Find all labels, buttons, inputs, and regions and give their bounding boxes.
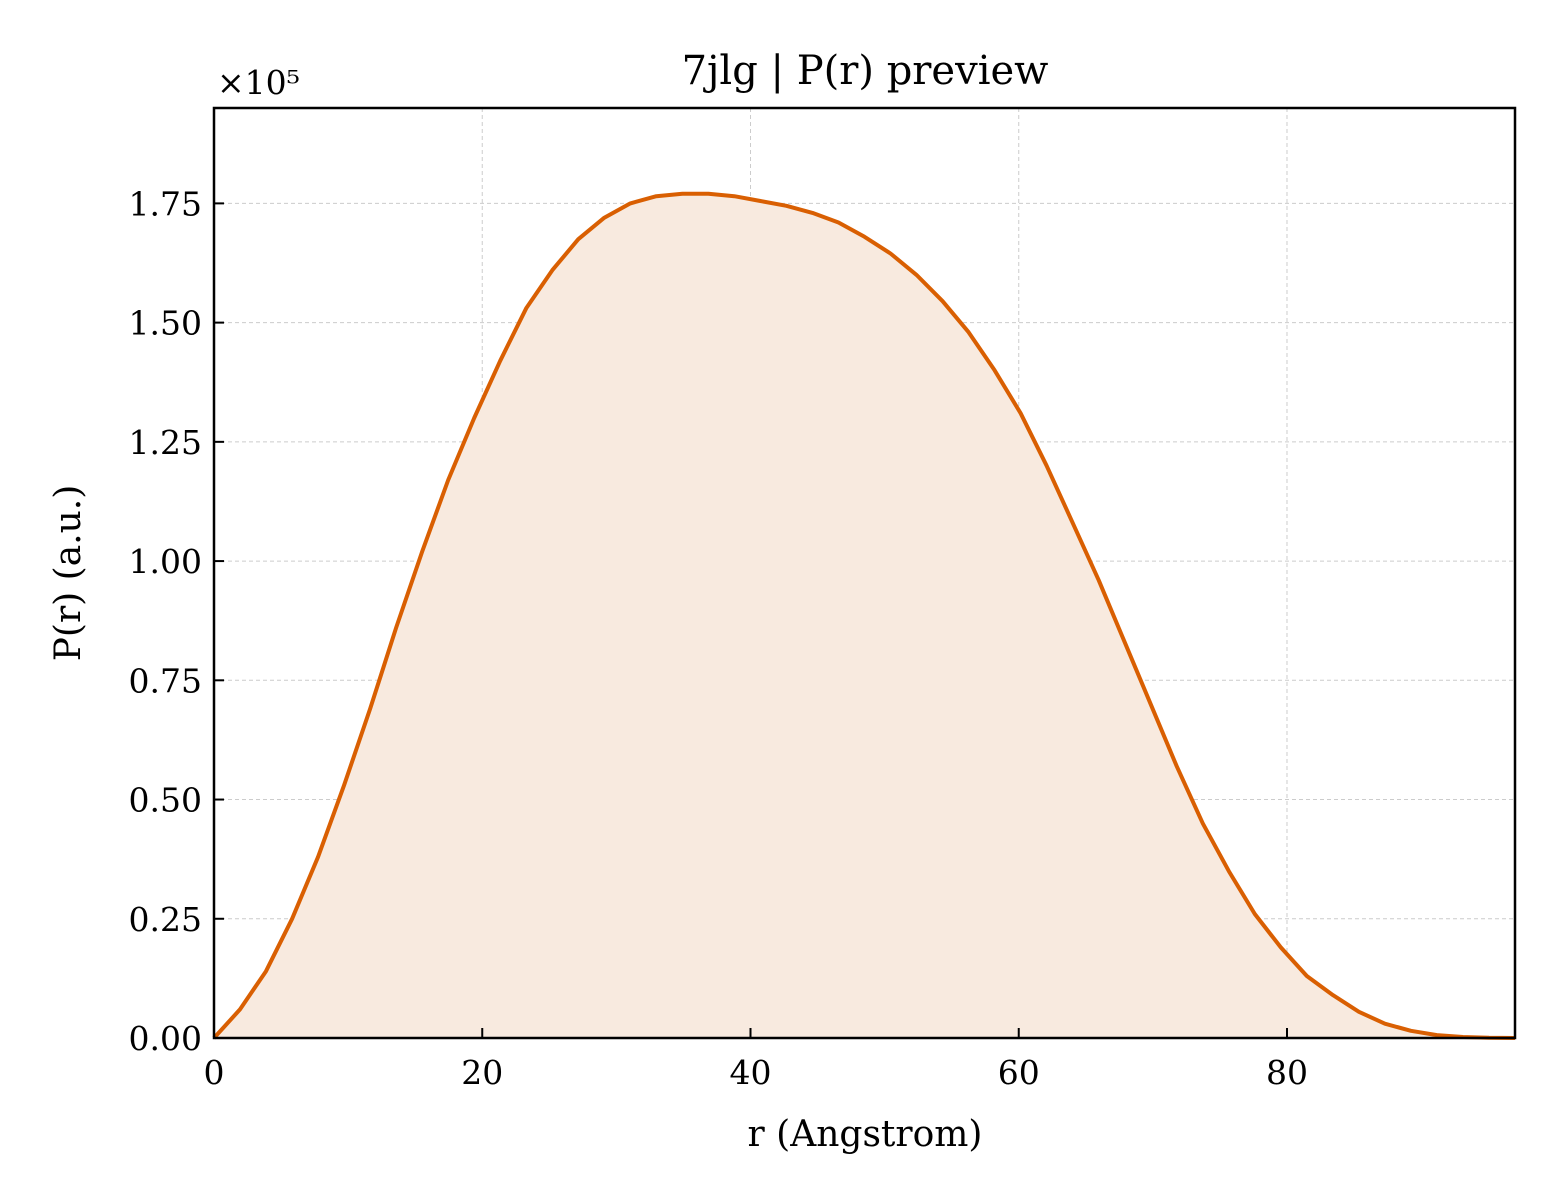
x-tick-label: 80	[1266, 1053, 1308, 1092]
series-line	[212, 191, 1516, 1040]
y-tick-label: 1.75	[129, 184, 202, 223]
plot-frame	[212, 106, 1517, 1040]
y-tick-label: 1.00	[129, 542, 202, 581]
area-fill	[214, 193, 1515, 1039]
x-tick-label: 0	[204, 1053, 225, 1092]
y-tick-label: 0.50	[129, 781, 202, 820]
y-axis-multiplier: ×10⁵	[217, 63, 300, 102]
chart-title: 7jlg | P(r) preview	[682, 48, 1049, 94]
x-tick-label: 60	[998, 1053, 1040, 1092]
ticks	[213, 202, 1288, 1039]
y-tick-label: 1.25	[129, 423, 202, 462]
x-tick-label: 40	[729, 1053, 771, 1092]
x-tick-label: 20	[461, 1053, 503, 1092]
y-tick-label: 1.50	[129, 304, 202, 343]
y-axis-label: P(r) (a.u.)	[48, 485, 89, 662]
y-tick-label: 0.75	[129, 661, 202, 700]
x-axis-label: r (Angstrom)	[748, 1114, 983, 1155]
tick-labels: 0 20 40 60 80 0.00 0.25 0.50 0.75 1.00 1.25 1.50 1.7…	[129, 184, 1308, 1092]
y-tick-label: 0.25	[129, 900, 202, 939]
y-tick-label: 0.00	[129, 1019, 202, 1058]
